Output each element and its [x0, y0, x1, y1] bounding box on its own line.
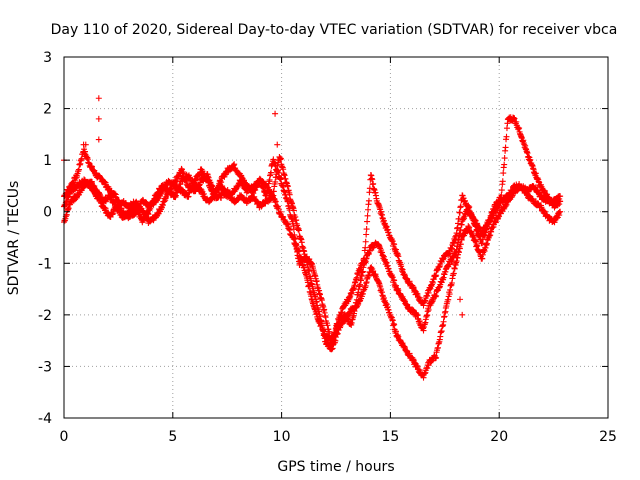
data-point — [501, 161, 508, 168]
y-tick-label: -3 — [38, 359, 52, 375]
data-point — [457, 226, 464, 233]
data-point — [450, 270, 457, 277]
data-point — [456, 209, 463, 216]
y-tick-label: 1 — [43, 153, 52, 169]
data-point — [498, 192, 505, 199]
data-point — [274, 141, 281, 148]
data-point — [502, 144, 509, 151]
x-tick-label: 20 — [490, 429, 508, 445]
data-point — [365, 206, 372, 213]
data-point — [75, 166, 82, 173]
data-point — [364, 218, 371, 225]
chart-title: Day 110 of 2020, Sidereal Day-to-day VTE… — [51, 22, 618, 38]
x-axis-label: GPS time / hours — [277, 459, 394, 475]
data-point — [296, 227, 303, 234]
data-point — [557, 198, 564, 205]
data-layer — [61, 95, 564, 381]
x-tick-label: 15 — [381, 429, 399, 445]
data-point — [498, 187, 505, 194]
data-point — [268, 169, 275, 176]
data-point — [277, 174, 284, 181]
data-point — [455, 249, 462, 256]
data-point — [277, 155, 284, 162]
x-tick-label: 25 — [599, 429, 617, 445]
data-point — [500, 170, 507, 177]
data-point — [457, 203, 464, 210]
y-tick-label: 0 — [43, 205, 52, 221]
data-point — [389, 317, 396, 324]
data-point — [363, 226, 370, 233]
data-point — [501, 155, 508, 162]
plot-frame — [63, 56, 609, 419]
data-point — [95, 95, 102, 102]
y-tick-label: 3 — [43, 50, 52, 66]
y-axis-label: SDTVAR / TECUs — [6, 181, 22, 296]
data-point — [82, 141, 89, 148]
x-tick-label: 10 — [273, 429, 291, 445]
data-point — [459, 311, 466, 318]
grid-layer — [64, 57, 608, 418]
data-point — [357, 281, 364, 288]
y-tick-label: -4 — [38, 411, 52, 427]
data-point — [361, 255, 368, 262]
data-point — [557, 208, 564, 215]
data-point — [362, 244, 369, 251]
data-point — [362, 238, 369, 245]
data-point — [455, 215, 462, 222]
data-point — [95, 115, 102, 122]
data-point — [290, 226, 297, 233]
data-point — [499, 178, 506, 185]
y-tick-label: -2 — [38, 308, 52, 324]
tick-layer: 0 5 10 15 20 25 -4 -3 -2 -1 0 1 2 3 — [38, 50, 617, 445]
data-point — [365, 197, 372, 204]
data-point — [95, 136, 102, 143]
data-point — [457, 296, 464, 303]
data-point — [457, 241, 464, 248]
data-point — [363, 231, 370, 238]
data-point — [364, 212, 371, 219]
data-point — [433, 354, 440, 361]
x-tick-label: 5 — [168, 429, 177, 445]
y-tick-label: -1 — [38, 256, 52, 272]
data-point — [272, 110, 279, 117]
y-tick-label: 2 — [43, 102, 52, 118]
x-tick-label: 0 — [60, 429, 69, 445]
data-point — [503, 133, 510, 140]
data-point — [306, 283, 313, 290]
